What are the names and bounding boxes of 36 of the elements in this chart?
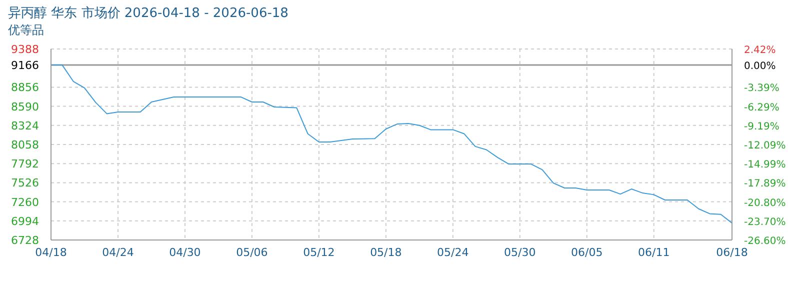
y2-tick-label: -6.29% (744, 102, 780, 114)
y2-tick-label: -17.89% (744, 178, 786, 190)
x-tick-label: 04/24 (102, 246, 134, 259)
y2-tick-label: -23.70% (744, 216, 786, 228)
chart-subtitle: 优等品 (8, 22, 44, 39)
y2-tick-label: -3.39% (744, 83, 780, 94)
y2-tick-label: 0.00% (744, 60, 776, 72)
x-tick-label: 06/18 (716, 246, 748, 259)
y-tick-label: 7260 (11, 196, 39, 209)
y2-tick-label: -9.19% (744, 121, 780, 132)
y-tick-label: 7792 (11, 158, 39, 171)
y-tick-label: 6994 (11, 214, 39, 228)
y-tick-label: 9388 (11, 43, 39, 56)
y2-tick-label: -20.80% (744, 198, 786, 209)
y2-tick-label: -26.60% (744, 236, 786, 247)
y-tick-label: 8324 (11, 119, 39, 132)
x-tick-label: 04/30 (169, 246, 201, 259)
y-tick-label: 6728 (11, 234, 39, 247)
x-tick-label: 05/18 (370, 246, 402, 259)
y-tick-label: 7526 (11, 176, 39, 190)
x-tick-label: 06/05 (571, 246, 603, 259)
x-tick-label: 05/12 (303, 246, 335, 259)
y2-tick-label: 2.42% (744, 45, 776, 56)
y-tick-label: 8856 (11, 81, 39, 94)
chart-title: 异丙醇 华东 市场价 2026-04-18 - 2026-06-18 (8, 5, 288, 22)
y2-tick-label: -12.09% (744, 140, 786, 152)
x-tick-label: 04/18 (35, 246, 67, 259)
line-series (51, 64, 732, 224)
x-tick-label: 05/24 (437, 246, 469, 259)
y2-tick-label: -14.99% (744, 160, 786, 171)
y-tick-label: 9166 (11, 58, 39, 72)
y-tick-label: 8590 (11, 100, 39, 114)
x-tick-label: 05/06 (236, 246, 268, 259)
x-tick-label: 06/11 (638, 246, 670, 259)
x-tick-label: 05/30 (504, 246, 536, 259)
y-tick-label: 8058 (11, 138, 39, 152)
